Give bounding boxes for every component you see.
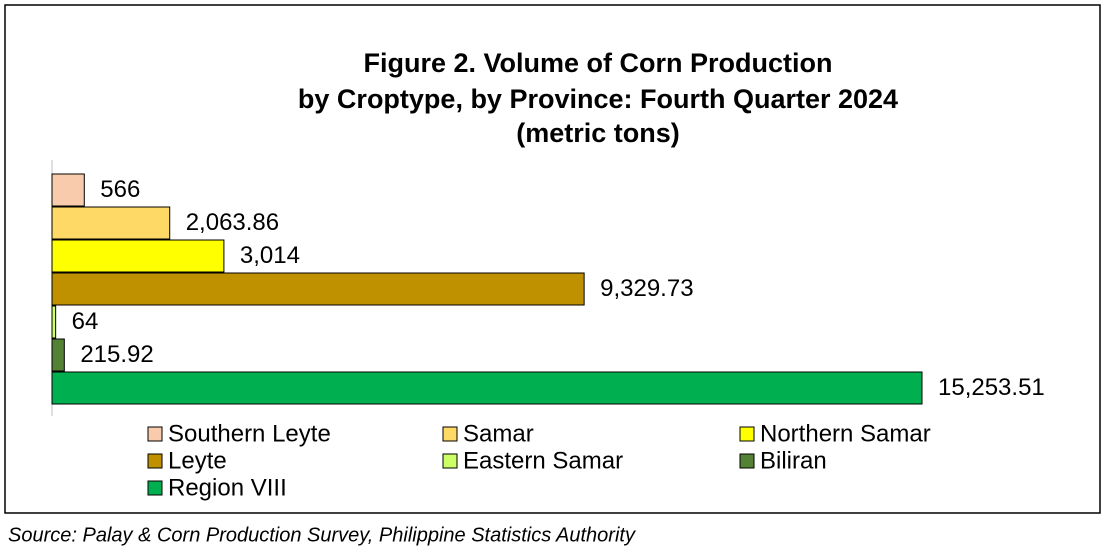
bar [51,206,171,240]
value-label: 215.92 [80,341,153,368]
legend-label: Leyte [168,447,227,474]
legend-label: Region VIII [168,474,287,501]
legend-label: Biliran [760,447,827,474]
chart-title: by Croptype, by Province: Fourth Quarter… [298,84,898,114]
legend-swatch [442,453,458,469]
source-note: Source: Palay & Corn Production Survey, … [8,524,636,546]
chart-title: (metric tons) [516,118,680,148]
value-label: 9,329.73 [600,275,693,302]
value-label: 3,014 [240,242,300,269]
bar [51,338,65,372]
bar [51,239,225,273]
legend-swatch [739,426,755,442]
legend-label: Samar [463,420,534,447]
legend-swatch [147,480,163,496]
bar [51,173,85,207]
value-label: 15,253.51 [938,374,1045,401]
legend-swatch [147,453,163,469]
legend-swatch [442,426,458,442]
value-label: 2,063.86 [186,209,279,236]
legend-swatch [147,426,163,442]
value-label: 566 [100,176,140,203]
value-label: 64 [72,308,99,335]
bar [51,305,57,339]
chart-title: Figure 2. Volume of Corn Production [363,48,832,78]
bar [51,371,923,405]
legend-swatch [739,453,755,469]
legend-label: Southern Leyte [168,420,331,447]
bar [51,272,585,306]
legend-label: Eastern Samar [463,447,623,474]
legend-label: Northern Samar [760,420,931,447]
